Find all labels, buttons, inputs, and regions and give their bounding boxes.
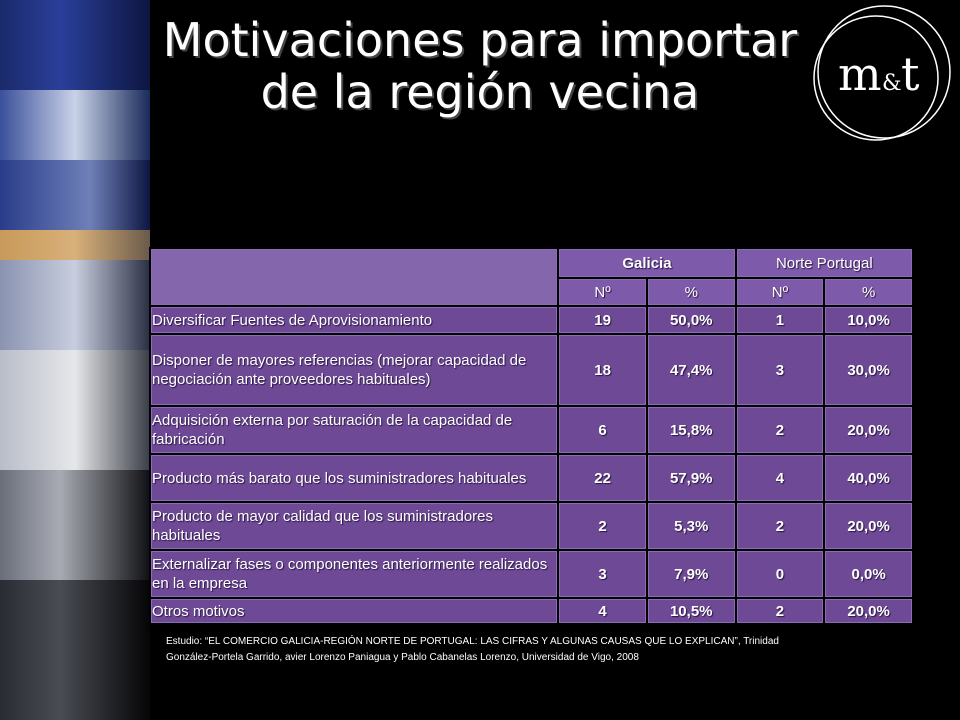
portugal-count: 2 (736, 503, 824, 549)
galicia-percent: 10,5% (647, 599, 735, 623)
table-group-header-row: Galicia Norte Portugal (151, 249, 912, 305)
portugal-percent: 40,0% (825, 455, 912, 501)
title-line-2: de la región vecina (260, 65, 700, 119)
row-label: Producto más barato que los suministrado… (151, 455, 558, 501)
slide-title: Motivaciones para importar de la región … (160, 14, 800, 118)
row-label: Disponer de mayores referencias (mejorar… (151, 335, 558, 405)
logo-m: m (838, 47, 882, 101)
galicia-count: 22 (559, 455, 646, 501)
portugal-percent: 20,0% (825, 407, 912, 453)
header-galicia: Galicia (559, 249, 735, 277)
galicia-percent: 47,4% (647, 335, 735, 405)
galicia-count: 2 (559, 503, 646, 549)
decorative-photo-strip (0, 0, 150, 720)
mt-logo: m & t (813, 5, 951, 141)
portugal-percent: 20,0% (825, 599, 912, 623)
table-subheader-row: Nº % Nº % (151, 279, 912, 305)
portugal-count: 4 (736, 455, 824, 501)
portugal-count: 2 (736, 599, 824, 623)
table-row: Adquisición externa por saturación de la… (151, 407, 912, 453)
galicia-count: 19 (559, 307, 646, 333)
portugal-count: 1 (736, 307, 824, 333)
row-label: Adquisición externa por saturación de la… (151, 407, 558, 453)
table-row: Externalizar fases o componentes anterio… (151, 551, 912, 597)
table-row: Producto de mayor calidad que los sumini… (151, 503, 912, 549)
galicia-percent: 57,9% (647, 455, 735, 501)
galicia-percent: 15,8% (647, 407, 735, 453)
header-norte-portugal: Norte Portugal (736, 249, 912, 277)
galicia-percent: 7,9% (647, 551, 735, 597)
galicia-count: 6 (559, 407, 646, 453)
motivations-table: Galicia Norte Portugal Nº % Nº % Diversi… (149, 247, 914, 625)
galicia-count: 3 (559, 551, 646, 597)
galicia-count: 4 (559, 599, 646, 623)
table-row: Disponer de mayores referencias (mejorar… (151, 335, 912, 405)
subheader-portugal-percent: % (825, 279, 912, 305)
galicia-count: 18 (559, 335, 646, 405)
galicia-percent: 50,0% (647, 307, 735, 333)
portugal-percent: 0,0% (825, 551, 912, 597)
table-row: Otros motivos 4 10,5% 2 20,0% (151, 599, 912, 623)
source-line-2: González-Portela Garrido, avier Lorenzo … (166, 652, 639, 663)
table-row: Diversificar Fuentes de Aprovisionamient… (151, 307, 912, 333)
row-label: Externalizar fases o componentes anterio… (151, 551, 558, 597)
subheader-portugal-count: Nº (736, 279, 824, 305)
portugal-percent: 10,0% (825, 307, 912, 333)
logo-t: t (901, 47, 920, 101)
row-label: Otros motivos (151, 599, 558, 623)
header-corner-cell (151, 249, 558, 305)
row-label: Diversificar Fuentes de Aprovisionamient… (151, 307, 558, 333)
subheader-galicia-percent: % (647, 279, 735, 305)
portugal-percent: 20,0% (825, 503, 912, 549)
portugal-count: 2 (736, 407, 824, 453)
portugal-count: 0 (736, 551, 824, 597)
logo-ampersand: & (882, 71, 902, 96)
row-label: Producto de mayor calidad que los sumini… (151, 503, 558, 549)
table-row: Producto más barato que los suministrado… (151, 455, 912, 501)
portugal-percent: 30,0% (825, 335, 912, 405)
source-line-1: Estudio: “EL COMERCIO GALICIA-REGIÓN NOR… (166, 636, 779, 647)
galicia-percent: 5,3% (647, 503, 735, 549)
title-line-1: Motivaciones para importar (162, 13, 798, 67)
subheader-galicia-count: Nº (559, 279, 646, 305)
source-citation: Estudio: “EL COMERCIO GALICIA-REGIÓN NOR… (166, 634, 806, 666)
portugal-count: 3 (736, 335, 824, 405)
